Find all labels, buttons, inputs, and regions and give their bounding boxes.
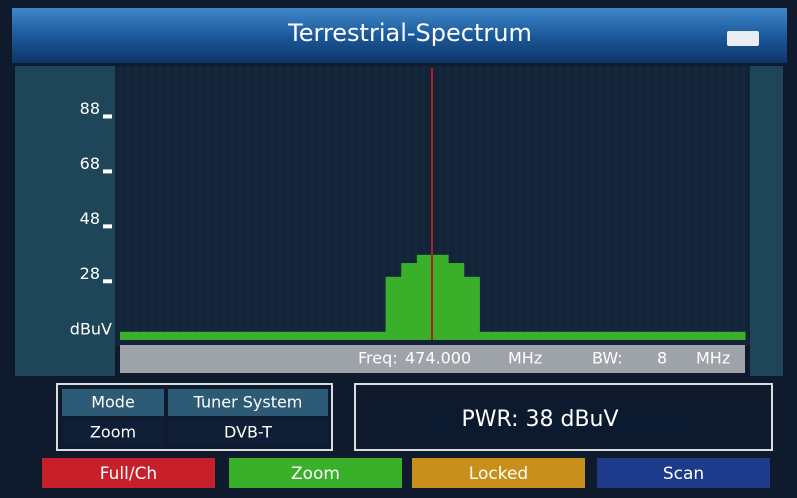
bw-unit: MHz [696,349,730,368]
spectrum-bar [698,331,715,340]
spectrum-bar [291,331,308,340]
left-panel [15,66,115,376]
y-axis-label: dBuV [70,320,112,339]
spectrum-bar [260,331,277,340]
mode-cell [62,389,164,416]
spectrum-bar [541,331,558,340]
freq-label: Freq: [358,349,398,368]
y-tick-label: 28 [80,264,100,283]
spectrum-bar [479,331,496,340]
mode-cell [62,419,164,446]
header-bar [12,8,787,63]
spectrum-bar [463,276,480,340]
softkey-label[interactable]: Locked [469,464,528,484]
spectrum-bar [588,331,605,340]
power-field [420,402,695,436]
table-cell: Zoom [90,423,136,442]
header-title: Terrestrial-Spectrum [287,19,532,47]
spectrum-bar [151,331,168,340]
spectrum-bar [635,331,652,340]
softkey-button[interactable] [412,458,585,488]
y-tick-label: 88 [80,99,100,118]
table-cell: Mode [91,393,135,412]
battery-icon [727,31,759,46]
mode-cell [168,419,328,446]
spectrum-bar [120,331,137,340]
spectrum-bar [245,331,262,340]
spectrum-bar [166,331,183,340]
freq-unit: MHz [508,349,542,368]
power-readout: PWR: 38 dBuV [461,407,618,432]
spectrum-bar [182,331,199,340]
softkey-button[interactable] [42,458,215,488]
softkey-label[interactable]: Scan [663,464,704,484]
spectrum-bar [604,331,621,340]
spectrum-bar [573,331,590,340]
spectrum-bar [307,331,324,340]
spectrum-bar [416,254,433,340]
spectrum-bar [354,331,371,340]
y-tick-mark [103,169,112,174]
spectrum-bar [385,276,402,340]
freq-value: 474.000 [405,349,471,368]
softkey-label[interactable]: Zoom [291,464,340,484]
spectrum-bar [229,331,246,340]
y-tick-mark [103,279,112,284]
spectrum-bar [370,331,387,340]
mode-box [56,383,333,451]
mode-cell [168,389,328,416]
power-box [354,383,773,451]
spectrum-bar [666,331,683,340]
softkey-button[interactable] [229,458,402,488]
y-tick-mark [103,224,112,229]
bw-label: BW: [592,349,623,368]
bw-value: 8 [657,349,667,368]
spectrum-bar [620,331,637,340]
softkey-button[interactable] [597,458,770,488]
spectrum-bar [557,331,574,340]
spectrum-bar [135,331,152,340]
spectrum-bar [729,331,746,340]
softkey-label[interactable]: Full/Ch [100,464,157,484]
y-tick-label: 48 [80,209,100,228]
spectrum-bar [651,331,668,340]
spectrum-bar [682,331,699,340]
spectrum-bar [401,263,418,340]
spectrum-bar [338,331,355,340]
spectrum-bar [495,331,512,340]
y-tick-label: 68 [80,154,100,173]
spectrum-bar [713,331,730,340]
spectrum-bar [510,331,527,340]
spectrum-bar [213,331,230,340]
spectrum-bar [323,331,340,340]
spectrum-bar [432,254,449,340]
right-panel [750,66,783,376]
spectrum-bar [448,263,465,340]
spectrum-bar [276,331,293,340]
y-tick-mark [103,114,112,119]
table-cell: Tuner System [193,393,303,412]
spectrum-bar [526,331,543,340]
info-bar [120,345,745,373]
spectrum-bar [198,331,215,340]
table-cell: DVB-T [224,423,272,442]
